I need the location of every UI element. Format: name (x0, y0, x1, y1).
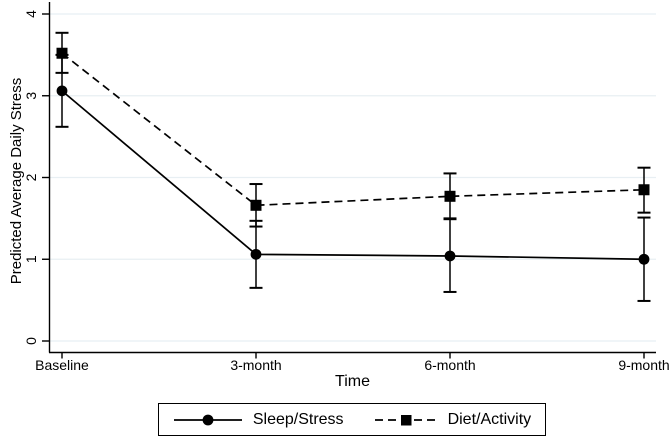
data-point-sleep-stress-2 (444, 250, 456, 262)
dashed-line-square-marker-icon (374, 414, 437, 425)
legend-label-sleep-stress: Sleep/Stress (252, 410, 344, 428)
series-line-sleep-stress (61, 90, 645, 261)
data-point-diet-activity-2 (444, 190, 456, 202)
x-tick-label-3: 9-month (618, 357, 669, 373)
x-axis-title: Time (335, 373, 370, 390)
legend: Sleep/Stress Diet/Activity (158, 403, 546, 436)
x-tick-label-1: 3-month (230, 357, 281, 373)
y-tick-label-4: 4 (23, 10, 39, 18)
y-tick-label-2: 2 (23, 173, 39, 181)
x-tick-label-2: 6-month (424, 357, 475, 373)
data-point-diet-activity-1 (250, 199, 262, 211)
legend-label-diet-activity: Diet/Activity (447, 410, 532, 428)
solid-line-circle-marker-icon (173, 414, 242, 425)
data-point-diet-activity-3 (638, 184, 650, 196)
series-line-diet-activity (61, 52, 645, 207)
y-tick-label-0: 0 (23, 337, 39, 345)
legend-item-diet-activity: Diet/Activity (374, 410, 532, 429)
data-point-diet-activity-0 (56, 47, 68, 59)
data-point-sleep-stress-1 (250, 248, 262, 260)
y-tick-label-1: 1 (23, 255, 39, 263)
x-tick-label-0: Baseline (35, 357, 89, 373)
legend-item-sleep-stress: Sleep/Stress (173, 411, 344, 429)
data-point-sleep-stress-0 (56, 85, 68, 97)
y-tick-label-3: 3 (23, 92, 39, 100)
data-point-sleep-stress-3 (638, 253, 650, 265)
